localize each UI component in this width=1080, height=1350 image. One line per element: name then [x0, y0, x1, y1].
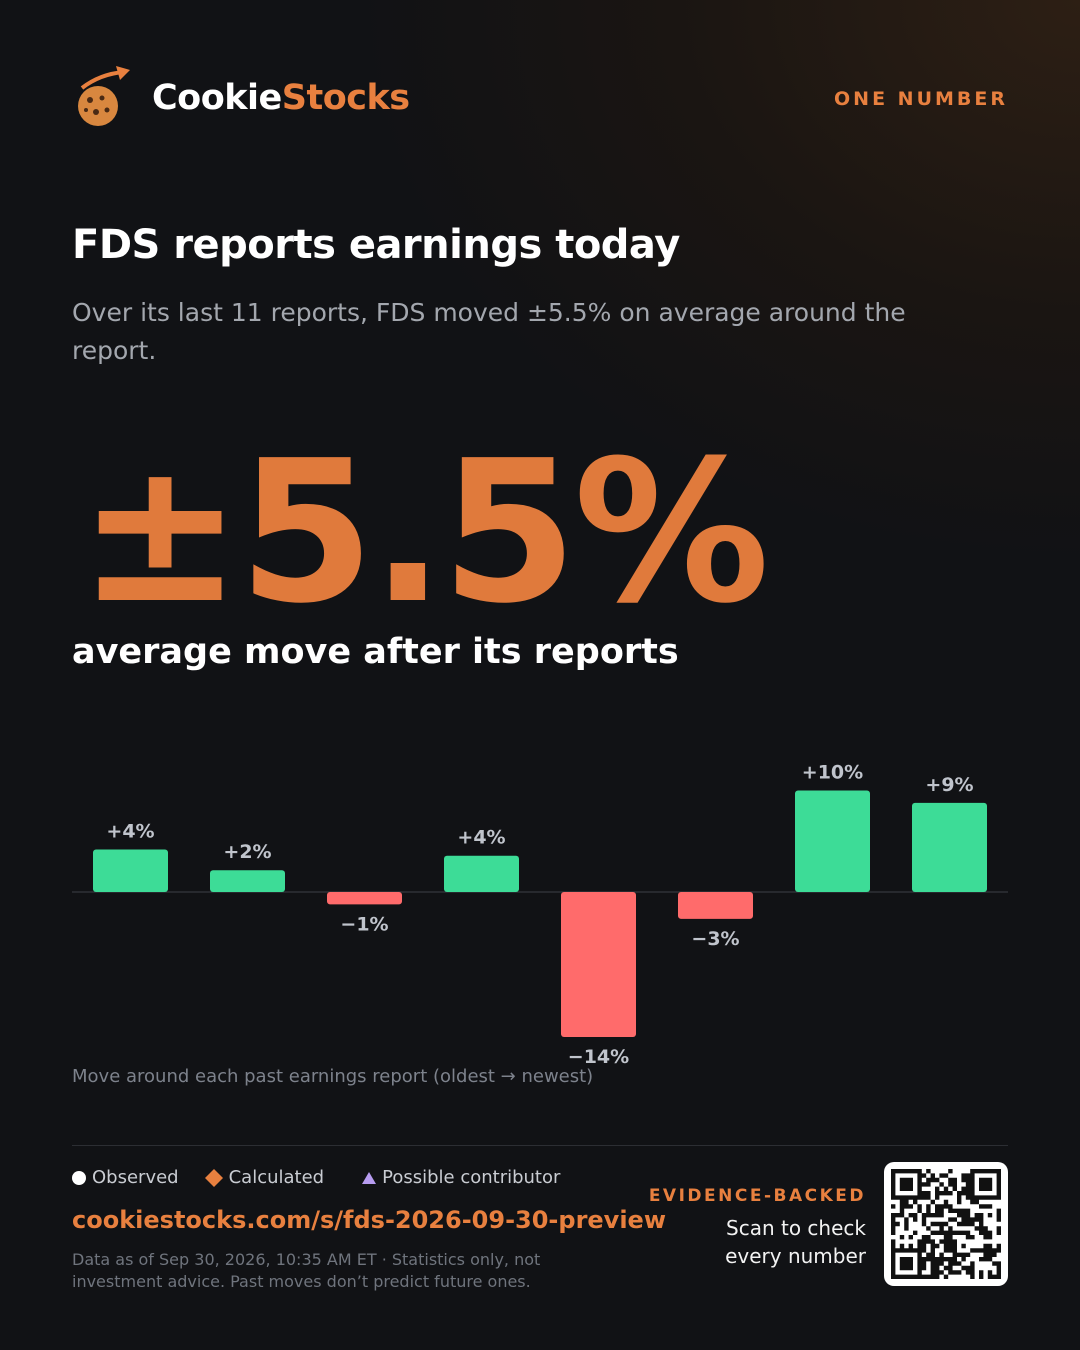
- value-label: +10%: [802, 761, 863, 783]
- brand: CookieStocks: [152, 78, 410, 118]
- legend-item: Observed: [72, 1167, 179, 1188]
- brand-second: Stocks: [281, 78, 410, 118]
- divider: [72, 1145, 1008, 1146]
- big-number-caption: average move after its reports: [72, 632, 679, 672]
- legend-item: Possible contributor: [362, 1167, 560, 1188]
- tag: ONE NUMBER: [834, 88, 1008, 110]
- legend-icon: [362, 1171, 377, 1184]
- qr-code[interactable]: [884, 1162, 1008, 1286]
- bar: [795, 790, 870, 892]
- bar: [210, 870, 285, 892]
- chart-caption: Move around each past earnings report (o…: [72, 1066, 594, 1087]
- disclaimer: Data as of Sep 30, 2026, 10:35 AM ET · S…: [72, 1250, 541, 1291]
- legend-item: Calculated: [204, 1167, 325, 1188]
- value-label: +4%: [106, 821, 154, 843]
- bar: [93, 849, 168, 892]
- legend-icon: [72, 1170, 86, 1185]
- legend-icon: [204, 1168, 223, 1187]
- brand-first: Cookie: [152, 78, 282, 118]
- value-label: −3%: [691, 928, 739, 950]
- bar: [912, 802, 987, 892]
- big-number: ±5.5%: [78, 419, 770, 647]
- legend: Observed Calculated Possible contributor: [72, 1167, 560, 1188]
- legend-label: Possible contributor: [382, 1167, 561, 1188]
- value-label: +9%: [925, 774, 973, 796]
- qr-modules: [891, 1169, 1001, 1279]
- value-label: −1%: [340, 913, 388, 935]
- bar: [444, 855, 519, 892]
- bar: [561, 892, 636, 1038]
- legend-label: Calculated: [228, 1167, 325, 1188]
- chart: +4% +2% −1% +4% −14% −3% +10% +9%: [72, 761, 1008, 1068]
- scan-text: Scan to check every number: [725, 1216, 866, 1268]
- subtitle: Over its last 11 reports, FDS moved ±5.5…: [72, 298, 906, 365]
- legend-label: Observed: [92, 1167, 179, 1188]
- value-label: +2%: [223, 841, 271, 863]
- bar: [678, 892, 753, 919]
- url[interactable]: cookiestocks.com/s/fds-2026-09-30-previe…: [72, 1206, 666, 1234]
- logo: [78, 66, 130, 126]
- value-label: +4%: [457, 827, 505, 849]
- badge: EVIDENCE-BACKED: [648, 1186, 866, 1206]
- bar: [327, 892, 402, 905]
- value-label: −14%: [568, 1046, 629, 1068]
- title: FDS reports earnings today: [72, 222, 680, 268]
